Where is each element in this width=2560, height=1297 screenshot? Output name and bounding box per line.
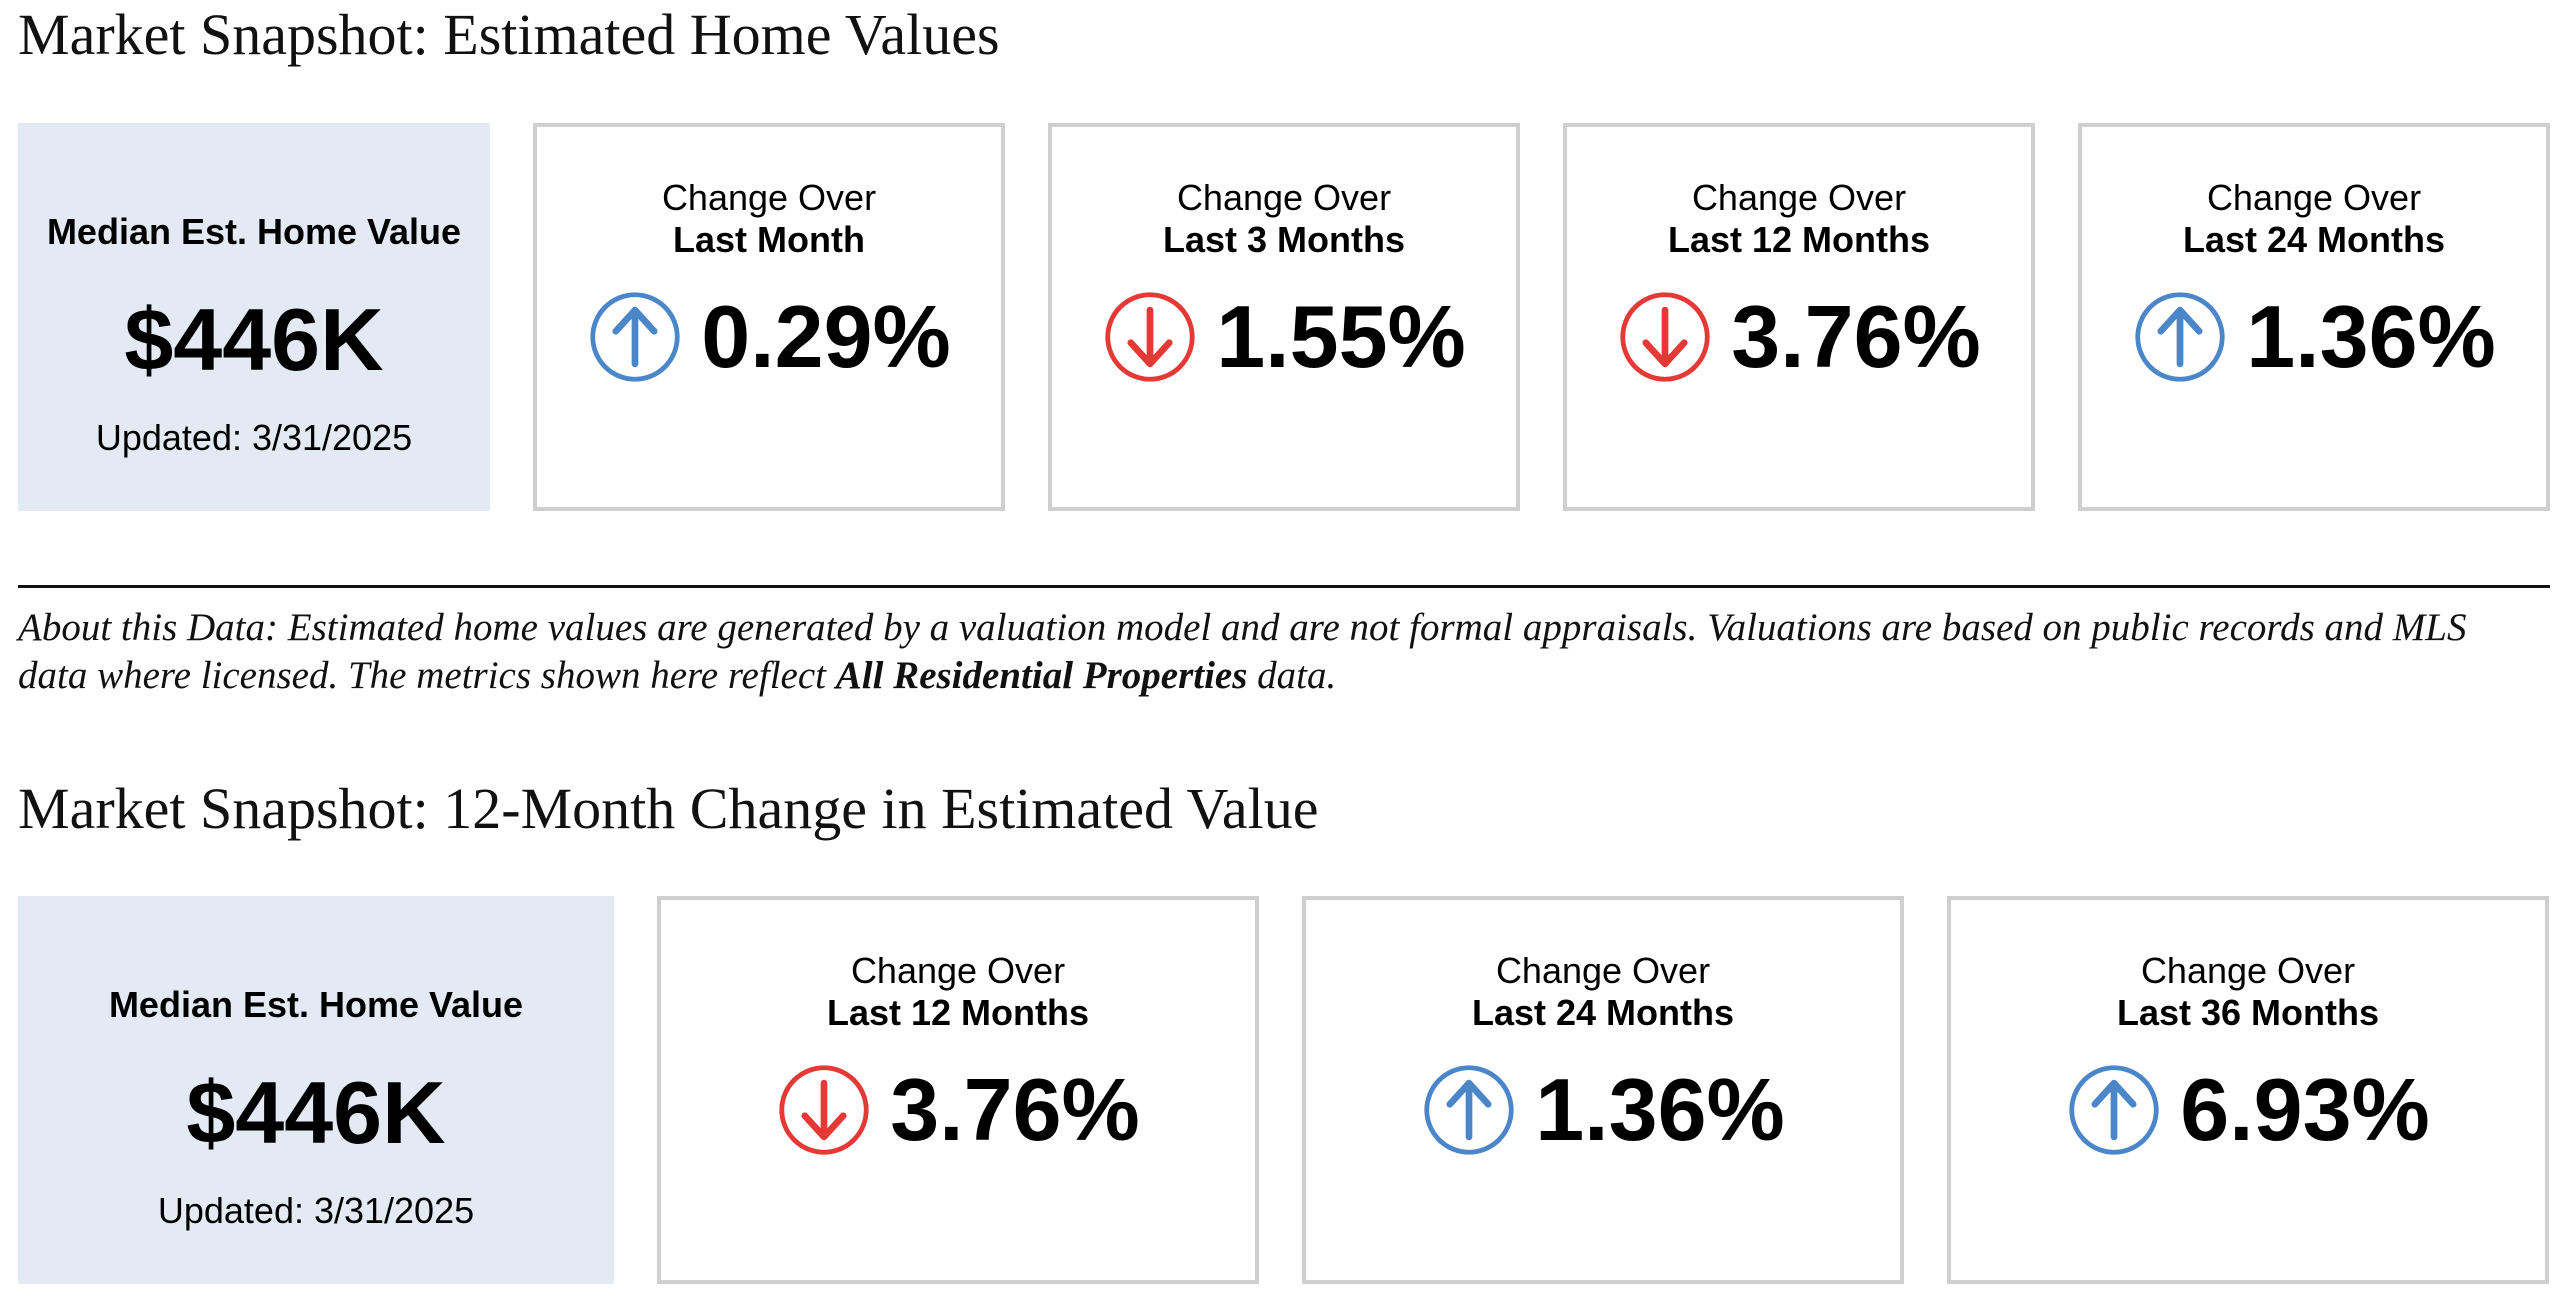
divider — [18, 585, 2550, 588]
card-period: Last 24 Months — [2182, 219, 2446, 260]
card-change-value: 1.36% — [1535, 1060, 1785, 1159]
card-period: Last 24 Months — [1471, 992, 1735, 1033]
summary-updated: Updated: 3/31/2025 — [95, 417, 413, 458]
card-change-value: 1.36% — [2246, 287, 2496, 386]
arrow-up-circle-icon — [2069, 1065, 2159, 1155]
about-text-bold: All Residential Properties — [835, 654, 1248, 697]
card-change-value: 0.29% — [701, 287, 951, 386]
change-card: Change Over Last 12 Months 3.76% — [657, 896, 1259, 1284]
card-change-value: 3.76% — [890, 1060, 1140, 1159]
summary-value: $446K — [124, 290, 384, 389]
change-card: Change Over Last 12 Months 3.76% — [1563, 123, 2035, 511]
arrow-down-circle-icon — [779, 1065, 869, 1155]
section2-title: Market Snapshot: 12-Month Change in Esti… — [18, 776, 1319, 841]
card-change-value: 1.55% — [1216, 287, 1466, 386]
card-caption: Change Over — [1691, 177, 1907, 218]
card-change-row: 1.36% — [2082, 289, 2546, 385]
arrow-down-circle-icon — [1105, 292, 1195, 382]
about-text: About this Data: Estimated home values a… — [18, 604, 2518, 700]
change-card: Change Over Last 24 Months 1.36% — [1302, 896, 1904, 1284]
card-change-row: 3.76% — [1567, 289, 2031, 385]
card-caption: Change Over — [661, 177, 877, 218]
change-card: Change Over Last Month 0.29% — [533, 123, 1005, 511]
summary-label: Median Est. Home Value — [46, 211, 462, 252]
card-change-row: 3.76% — [661, 1062, 1255, 1158]
summary-box-2: Median Est. Home Value $446K Updated: 3/… — [18, 896, 614, 1284]
arrow-up-circle-icon — [1424, 1065, 1514, 1155]
change-card: Change Over Last 24 Months 1.36% — [2078, 123, 2550, 511]
card-period: Last 36 Months — [2116, 992, 2380, 1033]
section1-title: Market Snapshot: Estimated Home Values — [18, 2, 1000, 67]
card-period: Last 12 Months — [1667, 219, 1931, 260]
arrow-up-circle-icon — [590, 292, 680, 382]
card-caption: Change Over — [1176, 177, 1392, 218]
card-change-row: 1.36% — [1306, 1062, 1900, 1158]
about-text-part2: data. — [1247, 654, 1337, 697]
summary-value-2: $446K — [186, 1063, 446, 1162]
card-change-value: 3.76% — [1731, 287, 1981, 386]
card-caption: Change Over — [2206, 177, 2422, 218]
summary-updated-2: Updated: 3/31/2025 — [157, 1190, 475, 1231]
card-period: Last 12 Months — [826, 992, 1090, 1033]
card-period: Last 3 Months — [1162, 219, 1405, 260]
card-caption: Change Over — [1495, 950, 1711, 991]
summary-box: Median Est. Home Value $446K Updated: 3/… — [18, 123, 490, 511]
card-change-row: 6.93% — [1951, 1062, 2545, 1158]
change-card: Change Over Last 36 Months 6.93% — [1947, 896, 2549, 1284]
summary-label-2: Median Est. Home Value — [108, 984, 524, 1025]
arrow-down-circle-icon — [1620, 292, 1710, 382]
change-card: Change Over Last 3 Months 1.55% — [1048, 123, 1520, 511]
card-period: Last Month — [673, 219, 865, 260]
card-change-row: 0.29% — [537, 289, 1001, 385]
card-change-value: 6.93% — [2180, 1060, 2430, 1159]
card-caption: Change Over — [2140, 950, 2356, 991]
about-text-part1: About this Data: Estimated home values a… — [18, 606, 2467, 697]
card-caption: Change Over — [850, 950, 1066, 991]
arrow-up-circle-icon — [2135, 292, 2225, 382]
card-change-row: 1.55% — [1052, 289, 1516, 385]
